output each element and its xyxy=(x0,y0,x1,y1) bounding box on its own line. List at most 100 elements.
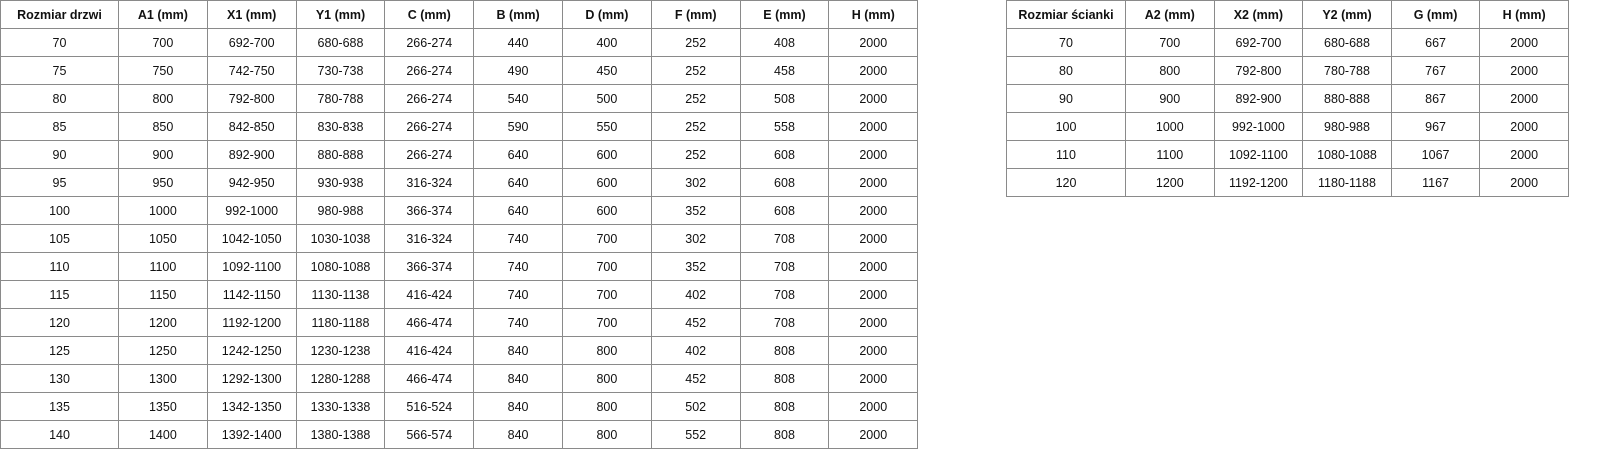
column-header: D (mm) xyxy=(561,0,652,29)
wall-dimensions-table: Rozmiar ścianki A2 (mm) X2 (mm) Y2 (mm) G (m… xyxy=(1006,0,1569,197)
table-cell: 1067 xyxy=(1390,140,1481,169)
table-cell: 266-274 xyxy=(384,28,475,57)
column-header: F (mm) xyxy=(650,0,741,29)
table-cell: 252 xyxy=(650,56,741,85)
table-cell: 750 xyxy=(118,56,208,85)
table-row: 135 1350 1342-1350 1330-1338 516-524 840 800 50… xyxy=(0,392,919,421)
table-cell: 1100 xyxy=(1125,140,1215,169)
table-cell: 2000 xyxy=(1479,84,1569,113)
table-row: 120 1200 1192-1200 1180-1188 466-474 740 700 45… xyxy=(0,308,919,337)
table-cell: 2000 xyxy=(828,308,919,337)
table-cell: 1142-1150 xyxy=(206,280,297,309)
table-cell: 80 xyxy=(1006,56,1126,85)
table-cell: 700 xyxy=(561,252,652,281)
table-cell: 992-1000 xyxy=(206,196,297,225)
table-cell: 900 xyxy=(118,140,208,169)
table-cell: 892-900 xyxy=(1213,84,1304,113)
table-cell: 792-800 xyxy=(1213,56,1304,85)
table-cell: 120 xyxy=(0,308,119,337)
table-row: 90 900 892-900 880-888 266-274 640 600 252 608 20… xyxy=(0,140,919,169)
table-cell: 316-324 xyxy=(384,224,475,253)
table-cell: 1392-1400 xyxy=(206,420,297,449)
table-row: 75 750 742-750 730-738 266-274 490 450 252 458 20… xyxy=(0,56,919,85)
table-cell: 70 xyxy=(0,28,119,57)
table-cell: 780-788 xyxy=(295,84,386,113)
table-cell: 516-524 xyxy=(384,392,475,421)
table-cell: 880-888 xyxy=(1302,84,1392,113)
table-cell: 550 xyxy=(561,112,652,141)
table-cell: 416-424 xyxy=(384,280,475,309)
table-cell: 950 xyxy=(118,168,208,197)
table-cell: 740 xyxy=(473,308,563,337)
table-cell: 1130-1138 xyxy=(295,280,386,309)
table-cell: 85 xyxy=(0,112,119,141)
table-cell: 1092-1100 xyxy=(206,252,297,281)
table-cell: 508 xyxy=(739,84,830,113)
table-cell: 105 xyxy=(0,224,119,253)
table-cell: 708 xyxy=(739,252,830,281)
table-cell: 600 xyxy=(561,140,652,169)
table-cell: 1350 xyxy=(118,392,208,421)
table-cell: 980-988 xyxy=(1302,112,1392,141)
table-cell: 140 xyxy=(0,420,119,449)
table-cell: 1080-1088 xyxy=(1302,140,1392,169)
table-cell: 1400 xyxy=(118,420,208,449)
column-header: E (mm) xyxy=(739,0,830,29)
column-header: Rozmiar drzwi xyxy=(0,0,119,29)
header-row: Rozmiar ścianki A2 (mm) X2 (mm) Y2 (mm) G (m… xyxy=(1006,0,1569,29)
table-cell: 2000 xyxy=(1479,168,1569,197)
table-cell: 800 xyxy=(561,336,652,365)
table-cell: 558 xyxy=(739,112,830,141)
table-cell: 458 xyxy=(739,56,830,85)
table-cell: 708 xyxy=(739,308,830,337)
table-cell: 808 xyxy=(739,420,830,449)
column-header: X2 (mm) xyxy=(1213,0,1304,29)
table-cell: 2000 xyxy=(828,56,919,85)
table-cell: 2000 xyxy=(828,84,919,113)
column-header: A2 (mm) xyxy=(1125,0,1215,29)
table-row: 125 1250 1242-1250 1230-1238 416-424 840 800 40… xyxy=(0,336,919,365)
table-cell: 2000 xyxy=(828,420,919,449)
table-cell: 1167 xyxy=(1390,168,1481,197)
table-cell: 808 xyxy=(739,392,830,421)
table-cell: 792-800 xyxy=(206,84,297,113)
table-cell: 466-474 xyxy=(384,364,475,393)
table-cell: 540 xyxy=(473,84,563,113)
table-cell: 800 xyxy=(561,420,652,449)
table-cell: 1292-1300 xyxy=(206,364,297,393)
table-row: 100 1000 992-1000 980-988 967 2000 xyxy=(1006,112,1569,141)
table-cell: 400 xyxy=(561,28,652,57)
table-cell: 700 xyxy=(1125,28,1215,57)
table-cell: 942-950 xyxy=(206,168,297,197)
table-cell: 1080-1088 xyxy=(295,252,386,281)
table-cell: 100 xyxy=(1006,112,1126,141)
table-cell: 1000 xyxy=(118,196,208,225)
table-cell: 700 xyxy=(561,280,652,309)
table-cell: 800 xyxy=(561,392,652,421)
table-row: 115 1150 1142-1150 1130-1138 416-424 740 700 40… xyxy=(0,280,919,309)
table-cell: 1300 xyxy=(118,364,208,393)
table-cell: 266-274 xyxy=(384,84,475,113)
table-cell: 692-700 xyxy=(1213,28,1304,57)
table-cell: 402 xyxy=(650,280,741,309)
table-row: 70 700 692-700 680-688 266-274 440 400 252 408 20… xyxy=(0,28,919,57)
table-cell: 2000 xyxy=(828,112,919,141)
table-cell: 566-574 xyxy=(384,420,475,449)
table-cell: 608 xyxy=(739,196,830,225)
table-cell: 2000 xyxy=(1479,56,1569,85)
table-cell: 490 xyxy=(473,56,563,85)
table-cell: 452 xyxy=(650,308,741,337)
table-cell: 850 xyxy=(118,112,208,141)
table-cell: 600 xyxy=(561,196,652,225)
table-cell: 640 xyxy=(473,140,563,169)
table-cell: 1030-1038 xyxy=(295,224,386,253)
table-cell: 1380-1388 xyxy=(295,420,386,449)
table-cell: 252 xyxy=(650,112,741,141)
table-cell: 552 xyxy=(650,420,741,449)
table-cell: 1150 xyxy=(118,280,208,309)
column-header: A1 (mm) xyxy=(118,0,208,29)
table-cell: 830-838 xyxy=(295,112,386,141)
table-cell: 110 xyxy=(0,252,119,281)
table-cell: 2000 xyxy=(828,28,919,57)
table-cell: 708 xyxy=(739,280,830,309)
